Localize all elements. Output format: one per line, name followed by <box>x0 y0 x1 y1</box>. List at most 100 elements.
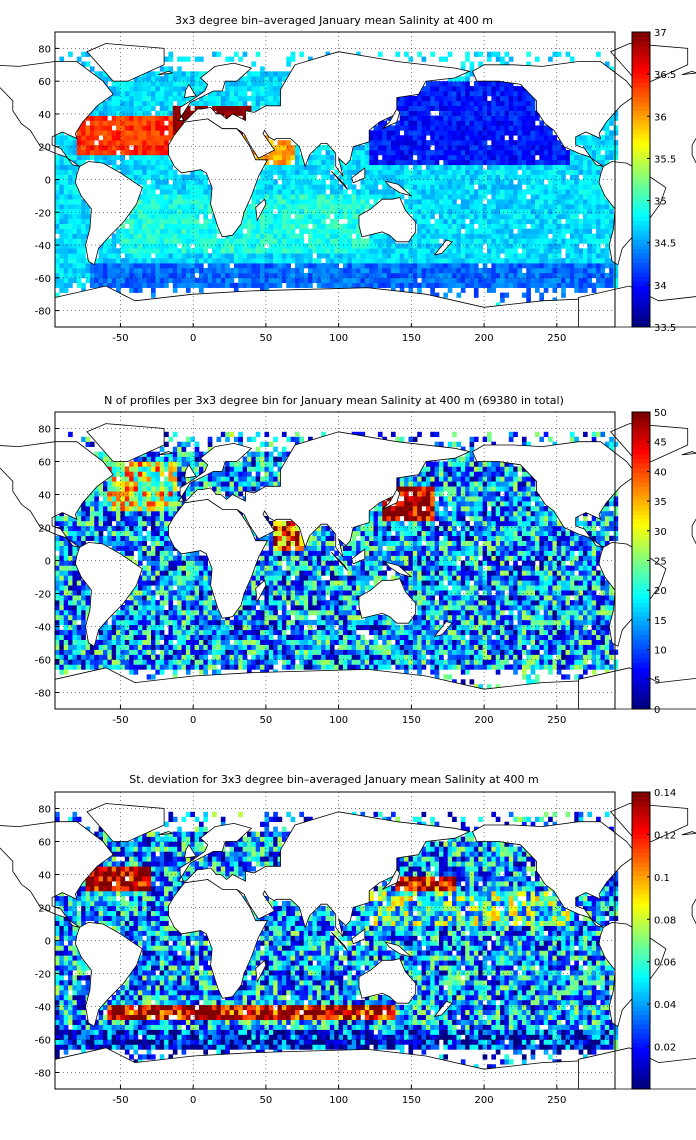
data-cell <box>242 100 248 107</box>
data-cell <box>596 268 601 274</box>
data-cell <box>103 644 108 650</box>
data-cell <box>207 243 213 249</box>
data-cell <box>72 520 78 527</box>
data-cell <box>417 238 422 244</box>
data-cell <box>356 209 361 215</box>
data-cell <box>574 140 579 146</box>
data-cell <box>63 184 69 190</box>
data-cell <box>561 184 566 190</box>
data-cell <box>443 179 449 185</box>
colorbar-segment <box>632 303 650 310</box>
data-cell <box>146 277 152 284</box>
data-cell <box>325 159 331 166</box>
data-cell <box>543 243 549 249</box>
data-cell <box>517 140 523 146</box>
data-cell <box>264 194 270 200</box>
data-cell <box>482 189 488 195</box>
data-cell <box>504 248 510 254</box>
data-cell <box>229 282 235 288</box>
data-cell <box>460 61 466 67</box>
data-cell <box>255 253 261 259</box>
data-cell <box>543 253 549 259</box>
data-cell <box>425 233 431 239</box>
data-cell <box>487 272 492 279</box>
data-cell <box>308 56 313 62</box>
data-cell <box>299 174 305 180</box>
data-cell <box>137 135 143 141</box>
colorbar-tick-label: 34 <box>654 281 667 292</box>
data-cell <box>439 233 444 239</box>
data-cell <box>382 164 387 170</box>
data-cell <box>216 258 222 264</box>
data-cell <box>364 204 370 210</box>
data-cell <box>500 199 505 205</box>
data-cell <box>72 194 78 200</box>
data-cell <box>72 555 78 561</box>
data-cell <box>124 130 130 136</box>
data-cell <box>526 51 531 57</box>
data-cell <box>447 277 453 284</box>
data-cell <box>59 520 65 527</box>
data-cell <box>552 150 558 156</box>
data-cell <box>491 110 497 116</box>
data-cell <box>85 664 91 670</box>
data-cell <box>181 76 187 82</box>
data-cell <box>85 530 91 537</box>
data-cell <box>517 95 523 102</box>
data-cell <box>251 105 257 111</box>
data-cell <box>216 95 222 102</box>
data-cell <box>168 213 174 220</box>
data-cell <box>281 263 287 269</box>
data-cell <box>76 575 82 581</box>
data-cell <box>412 95 418 102</box>
data-cell <box>316 233 322 239</box>
data-cell <box>565 253 571 259</box>
data-cell <box>151 540 156 546</box>
data-cell <box>425 125 431 131</box>
data-cell <box>129 639 134 645</box>
data-cell <box>59 555 65 561</box>
data-cell <box>120 491 126 497</box>
data-cell <box>373 154 379 161</box>
data-cell <box>264 268 270 274</box>
data-cell <box>68 145 73 151</box>
data-cell <box>281 209 287 215</box>
data-cell <box>260 263 265 269</box>
data-cell <box>343 248 348 254</box>
data-cell <box>238 238 243 244</box>
data-cell <box>72 590 78 596</box>
data-cell <box>177 105 182 111</box>
data-cell <box>578 189 584 195</box>
data-cell <box>578 272 584 279</box>
data-cell <box>181 238 187 244</box>
data-cell <box>251 91 257 97</box>
data-cell <box>587 209 593 215</box>
data-cell <box>159 184 165 190</box>
data-cell <box>268 223 274 229</box>
data-cell <box>129 550 134 556</box>
data-cell <box>421 91 427 97</box>
data-cell <box>596 238 601 244</box>
data-cell <box>321 218 326 225</box>
data-cell <box>59 209 65 215</box>
data-cell <box>151 649 156 655</box>
data-cell <box>356 268 361 274</box>
data-cell <box>137 233 143 239</box>
data-cell <box>565 238 571 244</box>
data-cell <box>72 644 78 650</box>
data-cell <box>430 238 435 244</box>
data-cell <box>133 100 139 107</box>
data-cell <box>591 272 597 279</box>
data-cell <box>609 204 614 210</box>
data-cell <box>473 86 479 92</box>
data-cell <box>434 238 440 244</box>
data-cell <box>447 91 453 97</box>
data-cell <box>430 194 435 200</box>
data-cell <box>543 213 549 220</box>
data-cell <box>85 511 91 517</box>
data-cell <box>72 228 78 234</box>
data-cell <box>72 174 78 180</box>
data-cell <box>578 287 584 293</box>
data-cell <box>473 105 479 111</box>
data-cell <box>465 159 470 166</box>
